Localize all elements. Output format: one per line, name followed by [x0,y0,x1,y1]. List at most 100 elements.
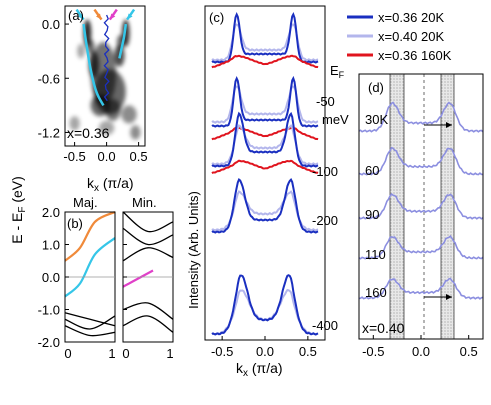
legend-label-1: x=0.36 20K [378,10,444,25]
panel-a-heatmap [69,19,141,140]
shared-ylabel: E - EF (eV) [9,176,28,244]
panel-c-label: (c) [209,10,224,25]
mdc-curve [211,126,319,141]
temp-curve [358,192,484,220]
dispersion-line [82,23,105,107]
temp-label-110: 110 [365,247,386,262]
mdc-curve [211,190,319,232]
band-line [64,312,116,327]
heatmap-blob [86,39,95,54]
panel-b: 2.01.00.0-1.0-2.00 1 0 1 (b) Maj. Min. [38,195,174,361]
panel-b-ytick-label: 1.0 [42,238,60,253]
band-line [64,325,116,337]
mdc-curve [211,11,319,64]
energy-label-ef: EF [330,63,345,80]
mdc-curve [211,123,319,166]
panel-b-ticks: 2.01.00.0-1.0-2.00 1 0 1 [38,205,174,361]
panel-a-xtick-label: 0.0 [98,149,116,164]
panel-b-ytick-label: -1.0 [38,303,60,318]
panel-a-ytick-label: -1.2 [38,125,60,140]
center-band-line [103,14,110,102]
dispersion-line [118,23,128,59]
heatmap-blob [105,99,121,121]
mdc-curve [211,85,319,124]
mdc-curve [211,111,319,168]
panel-a-annotation: x=0.36 [67,125,110,141]
heatmap-blob [69,116,80,131]
legend-label-3: x=0.36 160K [378,48,452,63]
heatmap-blob [130,125,141,140]
panel-c-xlabel: kx (π/a) [236,360,283,379]
arrow-head [109,13,116,20]
panel-a-dispersion [75,8,136,107]
mdc-curve [211,54,319,69]
band-line [122,269,154,288]
panel-d-xtick-label: 0.5 [460,344,478,359]
panel-b-xtick-label: 0 [64,346,71,361]
temp-label-160: 160 [365,285,387,300]
temp-curve [358,277,484,300]
temp-label-60: 60 [365,163,379,178]
band-line [122,227,174,246]
panel-b-label: (b) [67,216,83,231]
panel-a-frame [64,5,146,147]
panel-b-min-label: Min. [132,195,157,210]
band-line [122,302,174,320]
panel-b-ytick-label: -2.0 [38,335,60,350]
temp-curve [358,235,484,260]
panel-d-label: (d) [368,80,384,95]
panel-c-xtick-label: -0.5 [211,344,233,359]
energy-label-400: -400 [312,318,338,333]
arrow-head [95,13,102,20]
panel-a-xtick-label: -0.5 [63,149,85,164]
legend: x=0.36 20K x=0.40 20K x=0.36 160K [347,10,452,63]
panel-d-ticks: -0.5 0.0 0.5 [362,335,478,359]
panel-c-ylabel: Intensity (Arb. Units) [186,191,201,309]
heatmap-blob [98,120,115,136]
panel-b-majority-bands [64,210,116,337]
panel-d-xtick-label: -0.5 [362,344,384,359]
energy-label-mev: meV [322,112,349,127]
energy-label-200: -200 [312,213,338,228]
panel-b-ytick-label: 0.0 [42,270,60,285]
panel-b-xtick-label: 0 [122,346,129,361]
band-line [122,247,174,262]
panel-d-xtick-label: 0.0 [412,344,430,359]
panel-b-xtick-label: 1 [166,346,173,361]
panel-c-frame [204,5,326,341]
band-line [64,210,116,262]
panel-d-annotation: x=0.40 [362,320,405,336]
panel-d-curves [358,101,484,300]
panel-b-xtick-label: 1 [108,346,115,361]
mdc-curve [211,178,319,234]
arrow-head [78,13,84,20]
panel-a-label: (a) [68,8,84,23]
panel-c-xtick-label: 0.5 [299,344,317,359]
panel-a-ytick-label: -0.6 [38,71,60,86]
heatmap-blob [77,43,85,59]
panel-a: 0.0 -0.6 -1.2-0.5 0.0 0.5 (a) x=0.36 kx (π/a… [38,5,148,194]
temp-label-90: 90 [365,207,379,222]
panel-c-mdc-curves [211,11,319,336]
panel-b-maj-label: Maj. [73,195,98,210]
mdc-curve [211,75,319,128]
mdc-curve [211,159,319,174]
temp-curve [358,101,484,133]
temp-label-30: 30K [365,112,388,127]
mdc-curve [211,274,319,336]
energy-label-50: -50 [316,94,335,109]
panel-a-ytick-label: 0.0 [42,17,60,32]
panel-d: -0.5 0.0 0.5 (d) x=0.40 30K 60 90 110 160 [358,73,484,359]
temp-curve [358,146,484,176]
arrow-head [127,13,133,20]
panel-b-ytick-label: 2.0 [42,205,60,220]
heatmap-blob [90,94,110,117]
mdc-curve [211,23,319,62]
band-line [122,315,174,333]
legend-label-2: x=0.40 20K [378,29,444,44]
panel-a-xtick-label: 0.5 [130,149,148,164]
panel-c-xtick-label: 0.0 [256,344,274,359]
band-line [64,237,116,298]
panel-d-arrows [424,122,452,300]
